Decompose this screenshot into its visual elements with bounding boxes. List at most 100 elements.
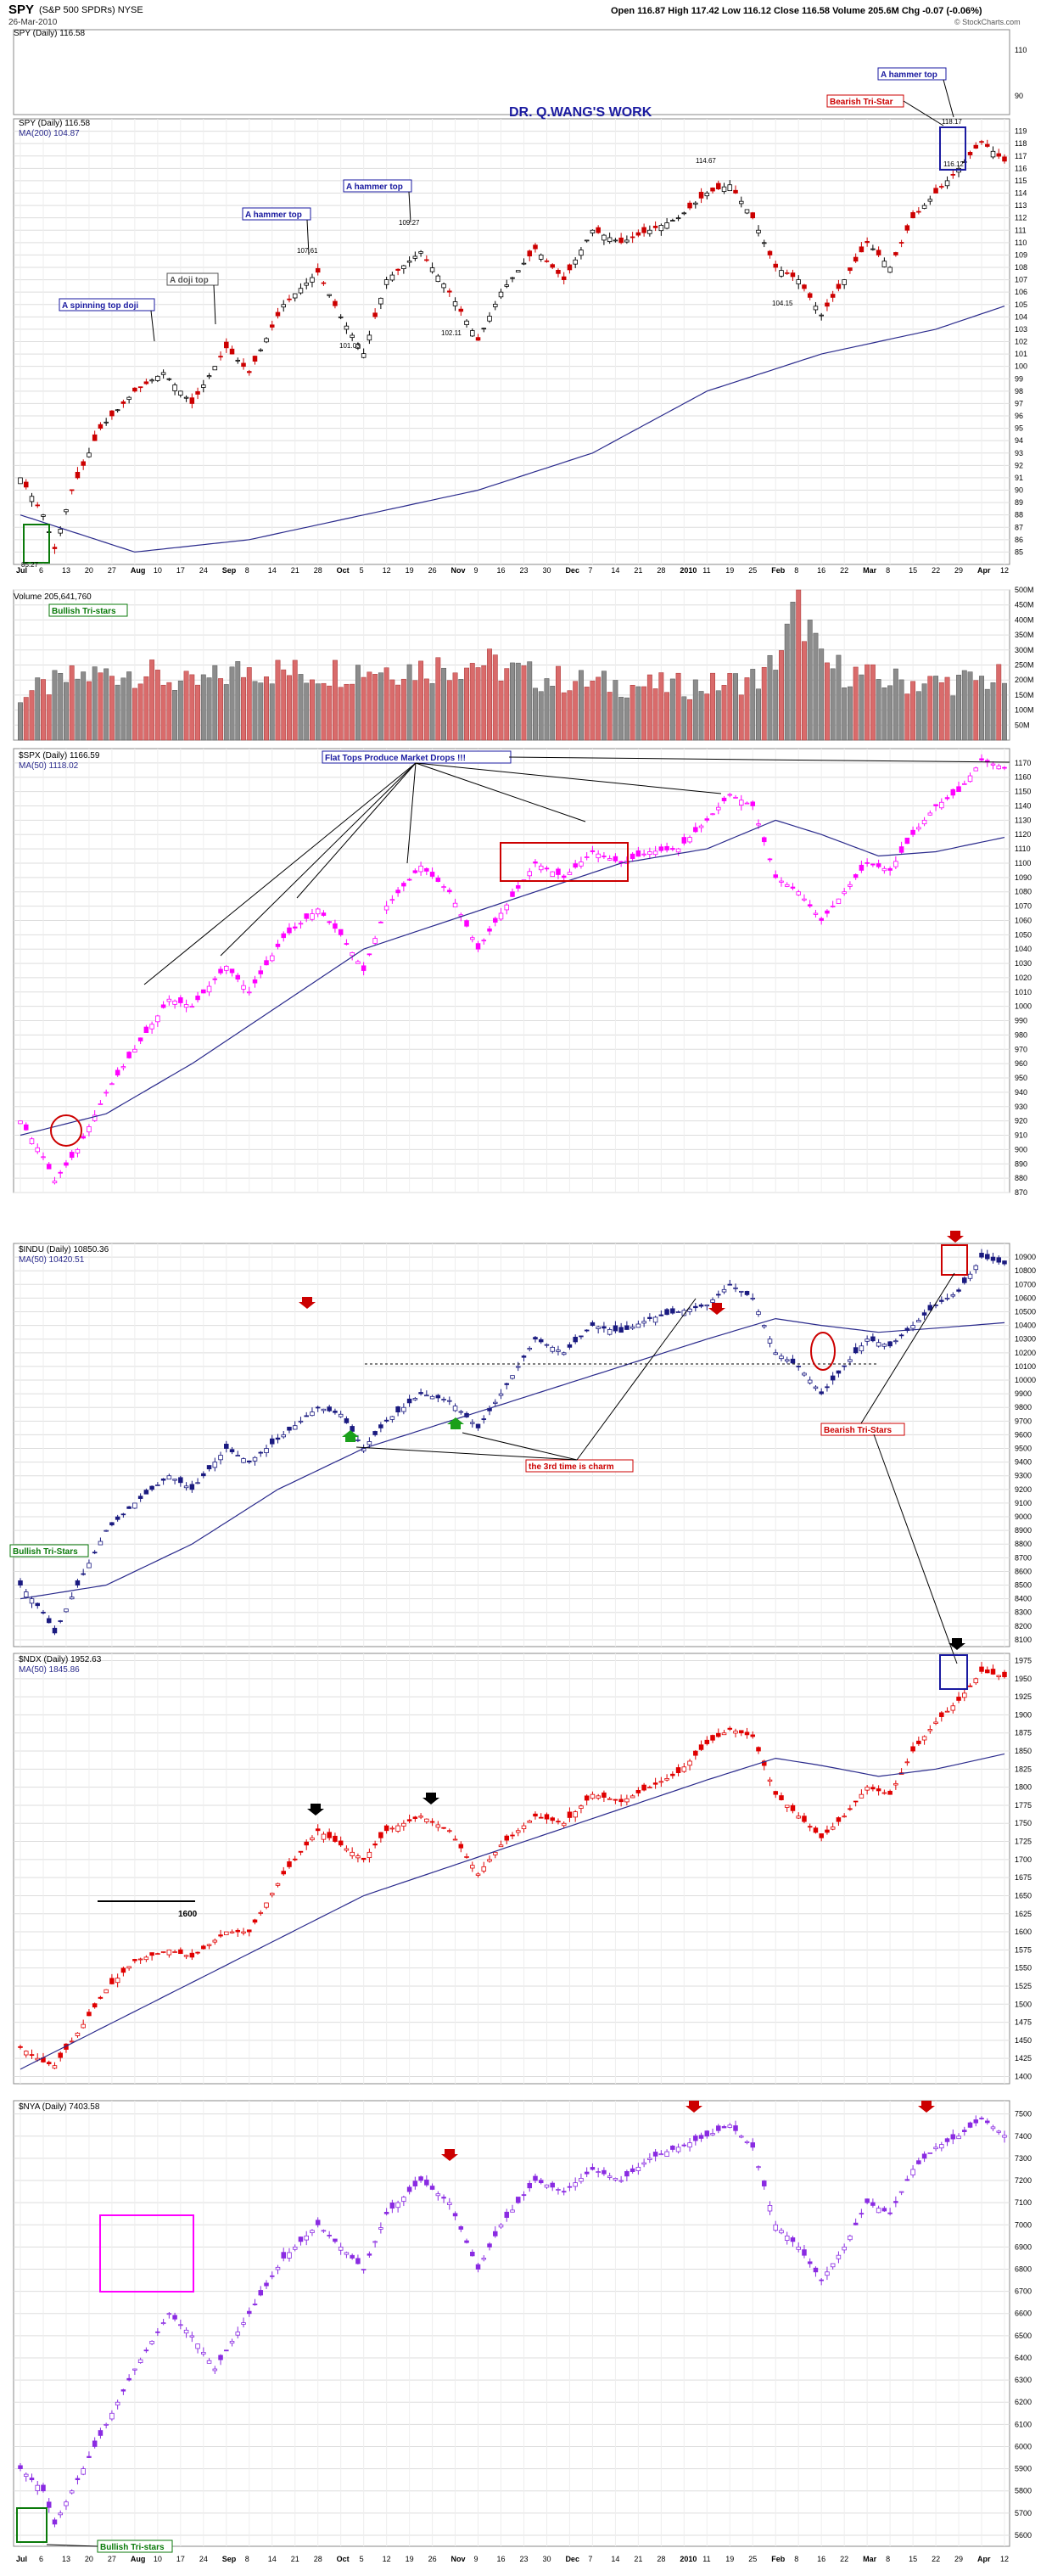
x-axis-label: 16 [497,566,506,575]
indu-third-box [525,1459,634,1473]
x-axis-label: 22 [840,2555,848,2563]
indu-candle [602,1326,607,1329]
nya-candle [212,2368,218,2371]
indu-ytick: 10000 [1015,1376,1036,1384]
x-axis-label: 16 [817,2555,825,2563]
spy-candle [870,248,876,250]
nya-candle [441,2197,446,2199]
x-axis-label: Apr [977,566,991,575]
volume-bar [979,676,984,741]
x-axis-label: 12 [383,566,391,575]
ndx-candle [195,1951,200,1954]
volume-bar [830,668,836,741]
ndx-candle [401,1822,406,1827]
spx-candle [441,886,446,889]
nya-candle [744,2141,750,2143]
nya-candle [779,2230,784,2234]
indu-bearish-box [820,1423,905,1436]
indu-ytick: 9800 [1015,1403,1032,1411]
ndx-candle [927,1729,933,1731]
indu-candle [784,1359,790,1362]
spx-annotation-line [143,762,417,985]
volume-bar [46,694,52,741]
nya-candle [533,2175,538,2181]
spy-candle [859,246,865,253]
spx-candle [429,872,435,877]
spx-candle [561,875,567,878]
volume-ytick: 300M [1015,646,1034,654]
spy-candle [229,348,235,355]
ndx-candle [132,1959,137,1961]
nya-candle [647,2158,652,2160]
spy-ytick: 106 [1015,288,1027,296]
volume-bar [944,676,950,741]
indu-candle [189,1484,195,1490]
ndx-candle [624,1798,630,1803]
volume-bar [241,676,246,741]
indu-candle [338,1413,344,1417]
ndx-candle [527,1821,532,1823]
nya-candle [635,2166,641,2171]
spy-candle [1002,156,1007,162]
spx-candle [258,970,264,974]
nya-ytick: 6100 [1015,2420,1032,2428]
volume-ytick: 500M [1015,586,1034,594]
ndx-ytick: 1900 [1015,1710,1032,1719]
indu-candle [573,1336,578,1343]
indu-ytick: 9000 [1015,1512,1032,1521]
spx-candle [201,989,206,994]
indu-candle [378,1424,383,1428]
spy-ytick: 86 [1015,536,1023,544]
spx-candle [967,775,973,783]
nya-candle [933,2147,938,2150]
nya-ytick: 6700 [1015,2287,1032,2296]
indu-ytick: 9200 [1015,1485,1032,1494]
nya-candle [383,2211,389,2214]
volume-ytick: 100M [1015,706,1034,715]
indu-candle [383,1419,389,1422]
nya-candle [1002,2135,1007,2138]
volume-bar [876,679,881,741]
indu-annotation-line [576,1298,697,1461]
ndx-ytick: 1550 [1015,1964,1032,1973]
ndx-candle [510,1834,515,1837]
spx-candle [670,848,675,850]
spy-candle [939,186,944,188]
spy-ytick: 88 [1015,511,1023,519]
ndx-candle [378,1832,383,1838]
volume-bar [154,670,160,741]
spx-candle [378,921,383,923]
indu-candle [721,1288,727,1293]
indu-candle [836,1370,842,1374]
nya-candle [143,2349,149,2352]
ndx-candle [773,1791,778,1795]
ndx-ytick: 1575 [1015,1945,1032,1954]
spx-candle [870,863,876,866]
indu-candle [304,1415,309,1417]
indu-arrow-down [947,1231,964,1243]
indu-candle [750,1298,756,1299]
nya-candle [98,2430,104,2436]
indu-third: the 3rd time is charm [529,1462,614,1472]
nya-candle [630,2168,635,2172]
nya-candle [887,2212,893,2214]
volume-bar [704,693,710,741]
spy-price-label: 116.12 [943,160,964,168]
indu-candle [910,1325,915,1329]
volume-bar [252,681,258,741]
spy-ytick: 117 [1015,152,1027,160]
volume-bar [887,685,893,741]
volume-bar [292,659,298,741]
spx-ma-line [20,819,1005,1136]
spy-candle [916,210,921,213]
spx-ytick: 1120 [1015,830,1031,839]
spx-annotation-line [508,756,1010,763]
x-axis-label: 12 [1000,2555,1009,2563]
x-axis-label: 14 [268,566,277,575]
spy-price-label: 114.67 [696,157,716,165]
spx-annotation-line [296,762,417,899]
spy-ytick: 118 [1015,139,1027,148]
indu-bearish: Bearish Tri-Stars [824,1426,892,1435]
ndx-candle [292,1858,298,1860]
volume-bar [967,671,973,741]
